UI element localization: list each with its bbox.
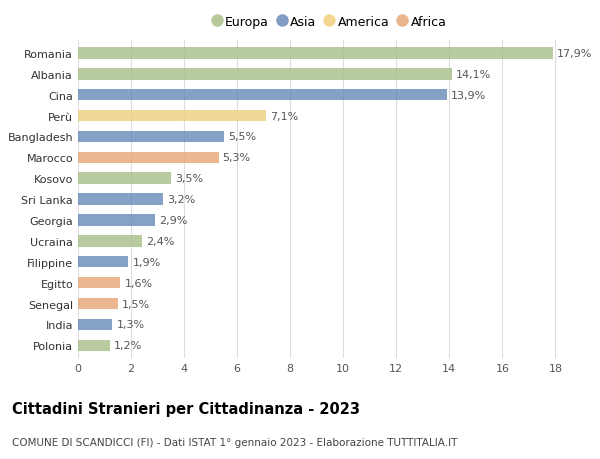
Text: 5,5%: 5,5% xyxy=(228,132,256,142)
Legend: Europa, Asia, America, Africa: Europa, Asia, America, Africa xyxy=(214,16,446,29)
Text: 7,1%: 7,1% xyxy=(271,112,299,121)
Text: 1,9%: 1,9% xyxy=(133,257,161,267)
Text: 1,3%: 1,3% xyxy=(116,319,145,330)
Text: 17,9%: 17,9% xyxy=(557,49,592,59)
Bar xyxy=(78,131,224,143)
Bar xyxy=(78,173,171,185)
Text: 1,2%: 1,2% xyxy=(114,341,142,351)
Text: 3,2%: 3,2% xyxy=(167,195,195,205)
Bar xyxy=(78,194,163,205)
Text: Cittadini Stranieri per Cittadinanza - 2023: Cittadini Stranieri per Cittadinanza - 2… xyxy=(12,401,360,416)
Bar xyxy=(78,215,155,226)
Bar xyxy=(78,235,142,247)
Bar xyxy=(78,257,128,268)
Bar xyxy=(78,111,266,122)
Bar xyxy=(78,69,452,80)
Text: 3,5%: 3,5% xyxy=(175,174,203,184)
Text: 5,3%: 5,3% xyxy=(223,153,251,163)
Text: 14,1%: 14,1% xyxy=(456,70,491,80)
Text: 1,6%: 1,6% xyxy=(124,278,152,288)
Text: 2,9%: 2,9% xyxy=(159,216,187,225)
Bar xyxy=(78,340,110,351)
Text: 13,9%: 13,9% xyxy=(451,90,486,101)
Bar xyxy=(78,298,118,309)
Bar xyxy=(78,90,447,101)
Text: 2,4%: 2,4% xyxy=(146,236,174,246)
Bar xyxy=(78,277,121,289)
Bar xyxy=(78,48,553,60)
Text: COMUNE DI SCANDICCI (FI) - Dati ISTAT 1° gennaio 2023 - Elaborazione TUTTITALIA.: COMUNE DI SCANDICCI (FI) - Dati ISTAT 1°… xyxy=(12,437,457,447)
Bar xyxy=(78,152,218,164)
Text: 1,5%: 1,5% xyxy=(122,299,150,309)
Bar xyxy=(78,319,112,330)
